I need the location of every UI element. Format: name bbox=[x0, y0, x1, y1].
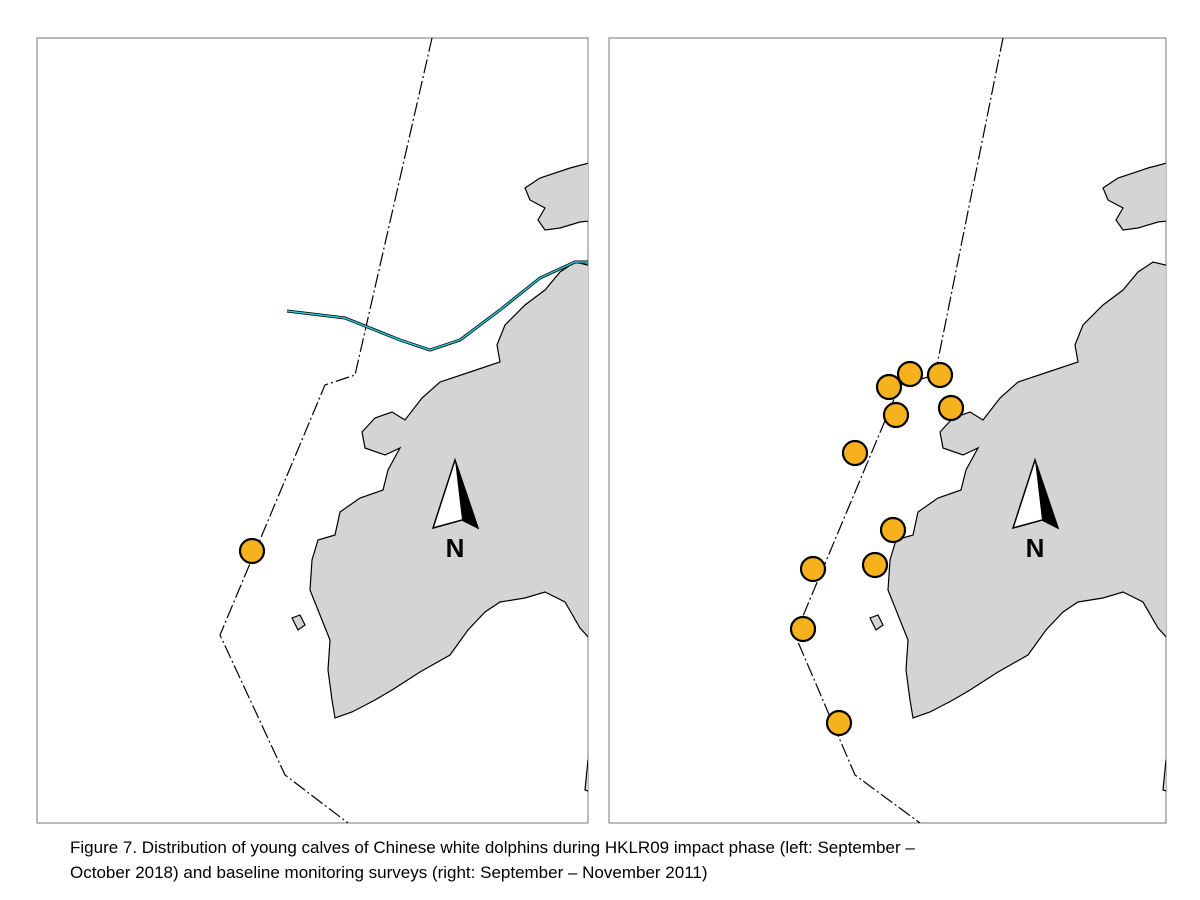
right-panel: N bbox=[608, 37, 1167, 824]
sighting bbox=[882, 401, 910, 429]
sighting bbox=[238, 537, 266, 565]
left-panel: N bbox=[36, 37, 589, 824]
sighting bbox=[825, 709, 853, 737]
caption-line: October 2018) and baseline monitoring su… bbox=[70, 863, 708, 882]
sighting bbox=[926, 361, 954, 389]
sighting bbox=[875, 373, 903, 401]
caption-line: Figure 7. Distribution of young calves o… bbox=[70, 838, 915, 857]
sighting bbox=[937, 394, 965, 422]
sighting bbox=[861, 551, 889, 579]
survey-boundary bbox=[219, 38, 433, 823]
sighting bbox=[789, 615, 817, 643]
sighting bbox=[841, 439, 869, 467]
sightings bbox=[789, 360, 965, 737]
sighting bbox=[879, 516, 907, 544]
north-label: N bbox=[446, 533, 465, 563]
survey-boundary bbox=[794, 38, 1004, 823]
bridge-fill bbox=[286, 261, 588, 351]
north-label: N bbox=[1026, 533, 1045, 563]
sighting bbox=[799, 555, 827, 583]
sighting bbox=[896, 360, 924, 388]
